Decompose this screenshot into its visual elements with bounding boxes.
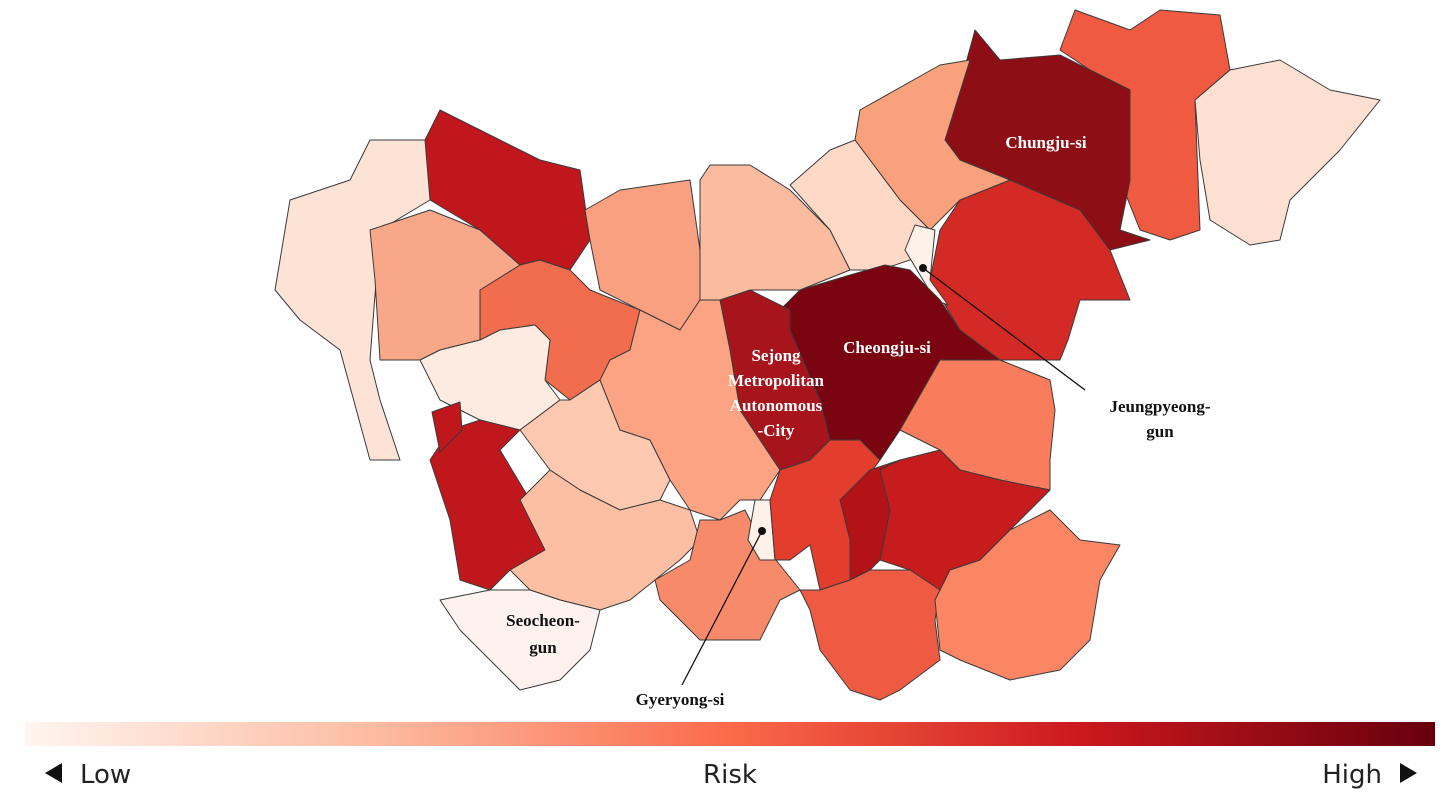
region — [274, 139, 431, 461]
regions — [274, 9, 1381, 701]
legend-low-label: Low — [80, 760, 131, 790]
region — [509, 469, 701, 611]
region-labels: Chungju-si Cheongju-si Sejong Metropolit… — [506, 133, 1211, 709]
color-scale-bar — [25, 722, 1435, 746]
leader-line — [681, 530, 763, 686]
region-label: Gyeryong-si — [636, 690, 725, 709]
location-dot — [919, 264, 927, 272]
region-label: Seocheon- — [506, 611, 580, 630]
legend-high-label: High — [1322, 760, 1382, 790]
region-label: Autonomous — [730, 396, 823, 415]
leader-line — [922, 267, 1086, 391]
region-label: -City — [758, 421, 795, 440]
region-label: Cheongju-si — [843, 338, 931, 357]
region — [944, 29, 1151, 251]
legend: Low Risk High — [25, 722, 1435, 790]
region — [934, 509, 1121, 681]
region — [699, 164, 851, 301]
left-arrow-icon — [45, 763, 62, 783]
callouts — [681, 264, 1086, 686]
region-label: Chungju-si — [1005, 133, 1087, 152]
region — [439, 589, 601, 691]
region-label: Metropolitan — [728, 371, 825, 390]
region-label: gun — [529, 638, 557, 657]
region — [431, 401, 463, 453]
location-dot — [758, 527, 766, 535]
region — [1194, 59, 1381, 246]
right-arrow-icon — [1400, 763, 1417, 783]
region-label: Jeungpyeong- — [1109, 397, 1210, 416]
legend-title: Risk — [703, 760, 757, 790]
region-label: Sejong — [751, 346, 801, 365]
region — [799, 569, 941, 701]
region-label: gun — [1146, 422, 1174, 441]
region — [424, 109, 591, 271]
